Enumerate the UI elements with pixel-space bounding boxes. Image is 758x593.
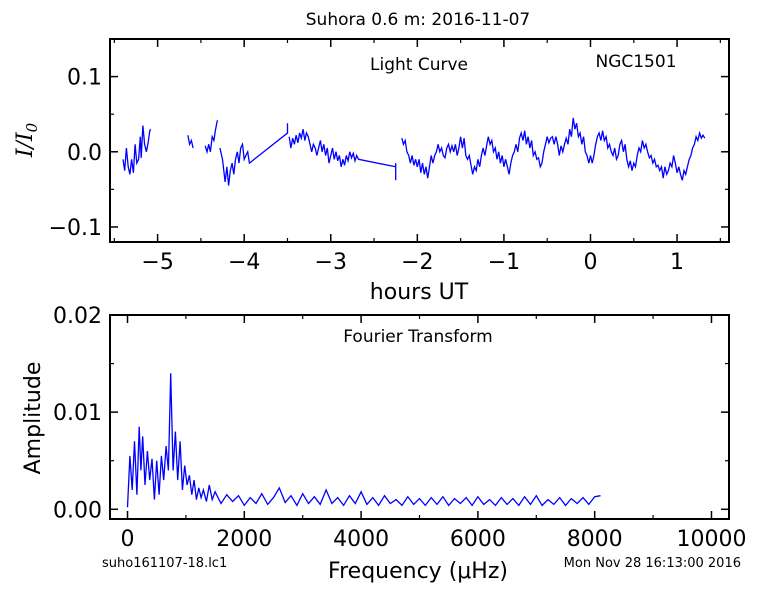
light-curve-ticks: −5 −4 −3 −2 −1 0 1 −0.1 0.0 0.1 — [49, 38, 729, 275]
light-curve-series-line-0-1 — [187, 135, 194, 149]
light-curve-annotation: Light Curve — [370, 55, 468, 75]
fourier-xtick-label: 0 — [121, 527, 135, 552]
fourier-xtick-label: 8000 — [567, 527, 623, 552]
footer-filename: suho161107-18.lc1 — [102, 556, 227, 571]
fourier-panel: 0 2000 4000 6000 8000 10000 0.00 0.01 0.02 Fouri… — [21, 304, 746, 584]
light-curve-ytick-label: −0.1 — [49, 216, 102, 241]
fourier-ytick-label: 0.00 — [53, 498, 102, 523]
fourier-ytick-label: 0.02 — [53, 304, 102, 329]
fourier-ytick-label: 0.01 — [53, 401, 102, 426]
light-curve-series-line-0-0 — [122, 125, 152, 175]
light-curve-ylabel: I/I0 — [13, 122, 41, 158]
light-curve-xtick-label: −4 — [228, 250, 260, 275]
light-curve-ytick-label: 0.0 — [67, 141, 102, 166]
light-curve-ytick-label: 0.1 — [67, 66, 102, 91]
light-curve-series — [122, 117, 706, 186]
light-curve-xtick-label: 0 — [583, 250, 597, 275]
light-curve-xlabel: hours UT — [370, 280, 469, 305]
light-curve-series-line-0-5 — [401, 117, 706, 181]
fourier-xlabel: Frequency (μHz) — [328, 559, 508, 584]
light-curve-xtick-label: −3 — [315, 250, 347, 275]
fourier-xtick-label: 4000 — [333, 527, 389, 552]
light-curve-series-line-0-2 — [204, 120, 219, 155]
footer-timestamp: Mon Nov 28 16:13:00 2016 — [564, 556, 741, 571]
light-curve-series-line-0-4 — [288, 129, 397, 181]
fourier-xtick-label: 6000 — [450, 527, 506, 552]
light-curve-xtick-label: −5 — [141, 250, 173, 275]
fourier-xtick-label: 10000 — [676, 527, 746, 552]
light-curve-series-line-0-3 — [219, 123, 289, 186]
object-annotation: NGC1501 — [595, 52, 676, 72]
light-curve-xtick-label: 1 — [670, 250, 684, 275]
light-curve-frame — [109, 38, 730, 243]
fourier-ylabel: Amplitude — [21, 362, 46, 475]
fourier-series — [126, 373, 601, 508]
light-curve-xtick-label: −1 — [488, 250, 520, 275]
light-curve-panel: −5 −4 −3 −2 −1 0 1 −0.1 0.0 0.1 Light Curve NGC15… — [13, 38, 730, 305]
fourier-xtick-label: 2000 — [216, 527, 272, 552]
light-curve-xtick-label: −2 — [401, 250, 433, 275]
figure-title: Suhora 0.6 m: 2016-11-07 — [306, 10, 530, 30]
fourier-series-line-0-0 — [126, 373, 601, 508]
fourier-ticks: 0 2000 4000 6000 8000 10000 0.00 0.01 0.02 — [53, 304, 746, 552]
fourier-annotation: Fourier Transform — [343, 327, 492, 347]
